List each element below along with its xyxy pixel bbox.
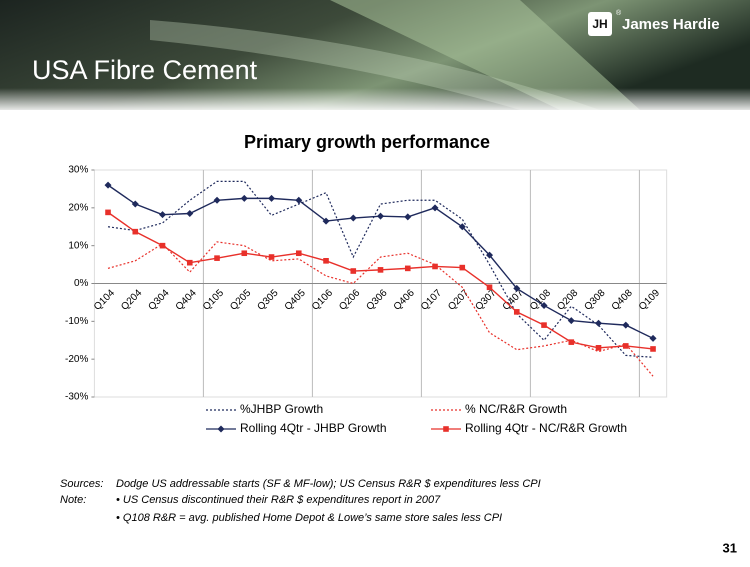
marker xyxy=(349,214,357,222)
marker xyxy=(541,322,547,328)
logo-icon-mark: JH xyxy=(592,17,607,31)
marker xyxy=(486,284,493,291)
logo-text: James Hardie xyxy=(622,16,720,33)
leaf xyxy=(150,20,600,110)
y-tick-label: -10% xyxy=(65,316,88,327)
marker xyxy=(323,258,329,264)
legend-marker xyxy=(443,426,449,432)
marker xyxy=(649,334,657,342)
marker xyxy=(295,196,303,204)
marker xyxy=(459,264,466,271)
chart-title: Primary growth performance xyxy=(244,132,490,152)
logo-icon xyxy=(588,12,612,36)
marker xyxy=(568,339,575,345)
sources-text: Dodge US addressable starts (SF & MF-low… xyxy=(116,478,541,490)
marker xyxy=(295,250,302,257)
marker xyxy=(132,228,139,235)
marker xyxy=(214,255,220,261)
marker xyxy=(186,259,193,266)
y-tick-label: -20% xyxy=(65,354,88,365)
legend-label: Rolling 4Qtr - JHBP Growth xyxy=(240,421,387,435)
marker xyxy=(540,301,548,309)
marker xyxy=(513,309,520,315)
marker xyxy=(650,346,656,352)
marker xyxy=(622,321,630,329)
y-tick-label: 0% xyxy=(74,278,89,289)
slide-title: USA Fibre Cement xyxy=(32,55,258,85)
marker xyxy=(213,196,221,204)
marker xyxy=(458,223,466,231)
y-tick-label: 10% xyxy=(68,240,88,251)
marker xyxy=(105,209,111,216)
marker xyxy=(567,317,575,325)
note-item: • US Census discontinued their R&R $ exp… xyxy=(116,494,441,506)
marker xyxy=(159,211,167,219)
legend-marker xyxy=(217,425,225,433)
note-label: Note: xyxy=(60,494,86,506)
marker xyxy=(622,343,629,349)
page-number: 31 xyxy=(723,540,737,555)
banner-fade xyxy=(0,88,750,113)
marker xyxy=(432,263,438,270)
marker xyxy=(241,250,248,257)
marker xyxy=(104,181,112,189)
note-item: • Q108 R&R = avg. published Home Depot &… xyxy=(116,512,502,524)
marker xyxy=(404,213,412,221)
marker xyxy=(322,217,330,225)
marker xyxy=(404,265,411,272)
marker xyxy=(268,194,276,202)
marker xyxy=(486,251,494,259)
sources-label: Sources: xyxy=(60,478,103,490)
marker xyxy=(350,268,357,274)
marker xyxy=(595,345,602,351)
marker xyxy=(431,204,439,212)
marker xyxy=(268,254,275,260)
legend-label: Rolling 4Qtr - NC/R&R Growth xyxy=(465,421,627,435)
marker xyxy=(131,200,139,208)
series-line xyxy=(107,241,654,377)
marker xyxy=(377,267,384,273)
marker xyxy=(240,194,248,202)
marker xyxy=(513,284,521,292)
marker xyxy=(377,212,385,220)
marker xyxy=(159,242,166,249)
marker xyxy=(186,210,194,218)
leaf xyxy=(330,0,640,110)
logo-mark: ® xyxy=(616,9,622,17)
y-tick-label: -30% xyxy=(65,392,88,403)
y-tick-label: 30% xyxy=(68,165,88,176)
legend-label: % NC/R&R Growth xyxy=(465,402,567,416)
y-tick-label: 20% xyxy=(68,202,88,213)
legend-label: %JHBP Growth xyxy=(240,402,323,416)
marker xyxy=(595,319,603,327)
